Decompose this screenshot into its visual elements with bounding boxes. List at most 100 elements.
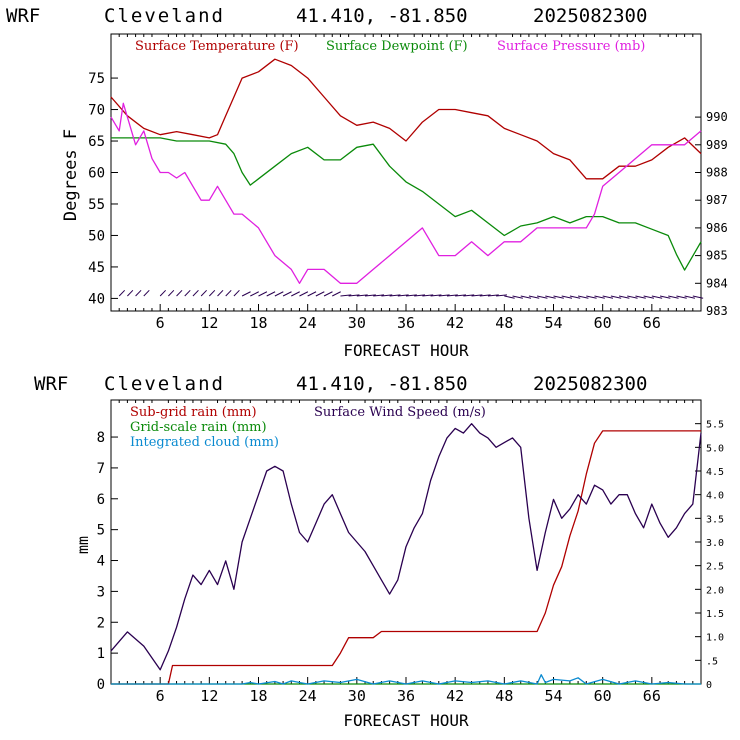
wind-barb — [553, 295, 564, 299]
wind-barb — [192, 289, 199, 297]
y-right-tick-label: 987 — [706, 193, 728, 207]
wind-barb — [299, 291, 309, 297]
wind-barb — [340, 294, 352, 297]
x-tick-label: 30 — [348, 314, 366, 332]
wind-barb — [512, 295, 523, 299]
x-tick-label: 36 — [397, 314, 415, 332]
wind-barb — [430, 294, 442, 297]
x-tick-label: 42 — [446, 314, 464, 332]
wind-barb — [627, 295, 638, 299]
legend-gridscale-rain: Grid-scale rain (mm) — [130, 420, 267, 435]
wind-barb — [594, 295, 605, 299]
chart1-header-coords: 41.410, -81.850 — [296, 5, 468, 27]
y-right-tick-label: 2.5 — [706, 562, 724, 573]
x-tick-label: 60 — [594, 314, 612, 332]
legend-wind-speed: Surface Wind Speed (m/s) — [314, 405, 486, 420]
y-right-tick-label: 985 — [706, 249, 728, 263]
y-left-tick-label: 55 — [88, 197, 105, 213]
y-left-tick-label: 2 — [97, 615, 105, 631]
y-right-tick-label: 4.5 — [706, 467, 724, 478]
wind-barb — [569, 295, 581, 299]
y-left-tick-label: 50 — [88, 228, 105, 244]
chart1-ylabel: Degrees F — [61, 129, 81, 221]
y-left-tick-label: 60 — [88, 166, 105, 182]
wind-barb — [643, 295, 655, 299]
chart1-axes: 6 12 18 24 30 36 42 48 54 60 66 40 45 50 55 60 65 70 75 983… — [88, 34, 728, 332]
wind-barb — [455, 294, 467, 297]
chart1-xlabel: FORECAST HOUR — [343, 341, 469, 360]
chart2-ylabel: mm — [74, 536, 92, 554]
wind-barb — [537, 295, 548, 299]
wind-barb — [577, 295, 589, 299]
y-right-tick-label: 3.5 — [706, 514, 724, 525]
wind-barb — [504, 295, 515, 299]
y-right-tick-label: 0 — [706, 680, 712, 691]
chart1-wind-barbs — [118, 289, 704, 299]
y-right-tick-label: 2.0 — [706, 585, 724, 596]
wind-barb — [651, 295, 663, 299]
y-left-tick-label: 3 — [97, 584, 105, 600]
y-left-tick-label: 40 — [88, 291, 105, 307]
wind-barb — [282, 291, 292, 297]
x-tick-label: 12 — [200, 687, 218, 705]
y-right-tick-label: 5.0 — [706, 443, 724, 454]
series-line-surface-temperature — [110, 58, 702, 180]
series-line-surface-wind-speed — [110, 423, 702, 671]
wind-barb — [545, 295, 556, 299]
x-tick-label: 66 — [643, 314, 661, 332]
legend-subgrid-rain: Sub-grid rain (mm) — [130, 405, 257, 420]
x-tick-label: 18 — [249, 687, 267, 705]
wind-barb — [438, 294, 450, 297]
y-left-tick-label: 6 — [97, 492, 105, 508]
wind-barb — [266, 291, 276, 297]
wind-barb — [143, 289, 150, 297]
x-tick-label: 42 — [446, 687, 464, 705]
y-left-tick-label: 0 — [97, 677, 105, 693]
wind-barb — [364, 294, 376, 297]
wind-barb — [602, 295, 614, 299]
y-left-tick-label: 4 — [97, 554, 105, 570]
y-left-tick-label: 70 — [88, 103, 105, 119]
x-tick-label: 48 — [495, 687, 513, 705]
wind-barb — [225, 289, 232, 297]
wind-barb — [159, 289, 167, 297]
chart1-header-model: WRF — [6, 5, 40, 27]
legend-pressure: Surface Pressure (mb) — [497, 39, 645, 54]
wind-barb — [381, 294, 393, 297]
x-tick-label: 54 — [544, 687, 562, 705]
chart1-plot-frame — [110, 33, 702, 312]
y-right-tick-label: 5.5 — [706, 420, 724, 431]
wind-barb — [684, 295, 696, 299]
wind-barb — [668, 295, 679, 299]
wind-barb — [496, 294, 508, 297]
y-left-tick-label: 7 — [97, 461, 105, 477]
chart1-header-run: 2025082300 — [533, 5, 647, 27]
wind-barb — [135, 289, 142, 297]
wind-barb — [414, 294, 426, 297]
wind-barb — [241, 291, 251, 297]
wind-barb — [618, 295, 630, 299]
wind-barb — [479, 294, 491, 297]
y-right-tick-label: 988 — [706, 166, 728, 180]
y-right-tick-label: 989 — [706, 138, 728, 152]
wind-barb — [315, 291, 325, 297]
y-left-tick-label: 65 — [88, 134, 105, 150]
wind-barb — [208, 289, 216, 297]
wind-barb — [405, 294, 417, 297]
wind-barb — [561, 295, 573, 299]
wind-barb — [520, 295, 532, 299]
y-left-tick-label: 1 — [97, 646, 105, 662]
wind-barb — [274, 291, 284, 297]
chart2-series — [110, 423, 702, 685]
y-right-tick-label: 990 — [706, 110, 728, 124]
x-tick-label: 54 — [544, 314, 562, 332]
wind-barb — [250, 291, 259, 297]
wind-barb — [348, 294, 360, 297]
wind-barb — [446, 294, 458, 297]
wind-barb — [200, 289, 207, 297]
x-tick-label: 18 — [249, 314, 267, 332]
wind-barb — [168, 289, 175, 297]
series-line-integrated-cloud — [111, 674, 701, 685]
chart1-header-station: Cleveland — [104, 5, 225, 27]
